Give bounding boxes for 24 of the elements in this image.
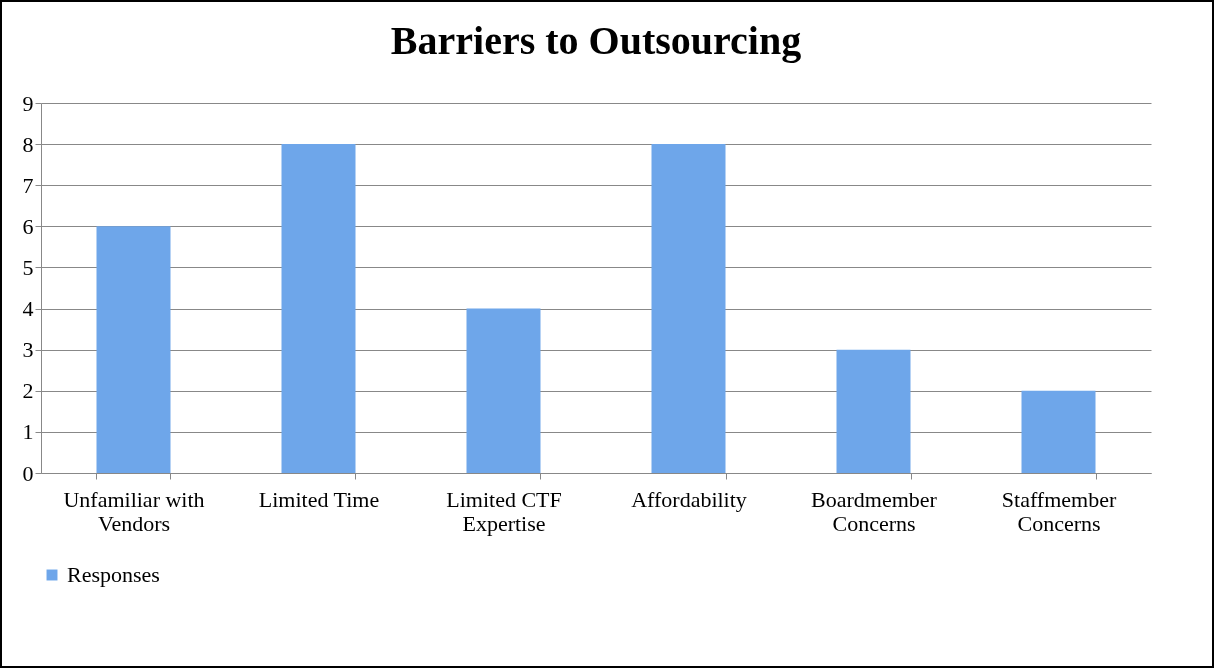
y-tick-label: 5 [22, 254, 34, 280]
y-tick-label: 6 [22, 213, 34, 239]
y-tick-label: 2 [22, 378, 34, 404]
x-tick-label: Boardmember Concerns [811, 486, 938, 536]
bar [466, 308, 541, 473]
bar [96, 226, 171, 473]
bar [836, 349, 911, 473]
y-tick-label: 9 [22, 90, 34, 116]
y-tick-label: 0 [22, 460, 34, 486]
legend-label: Responses [67, 562, 160, 587]
bar [281, 144, 356, 473]
x-tick-label: Affordability [631, 486, 747, 512]
bar [651, 144, 726, 473]
x-tick-label: Unfamiliar with Vendors [63, 486, 205, 536]
y-tick-label: 7 [22, 172, 34, 198]
x-tick-label: Limited CTF Expertise [446, 486, 562, 536]
bar [1021, 390, 1096, 473]
x-tick-label: Limited Time [258, 486, 380, 512]
y-tick-label: 3 [22, 337, 34, 363]
y-tick-label: 4 [22, 296, 34, 322]
y-tick-label: 1 [22, 419, 34, 445]
x-tick-label: Staffmember Concerns [1001, 486, 1117, 536]
chart-title: Barriers to Outsourcing [390, 18, 802, 63]
y-tick-label: 8 [22, 131, 34, 157]
